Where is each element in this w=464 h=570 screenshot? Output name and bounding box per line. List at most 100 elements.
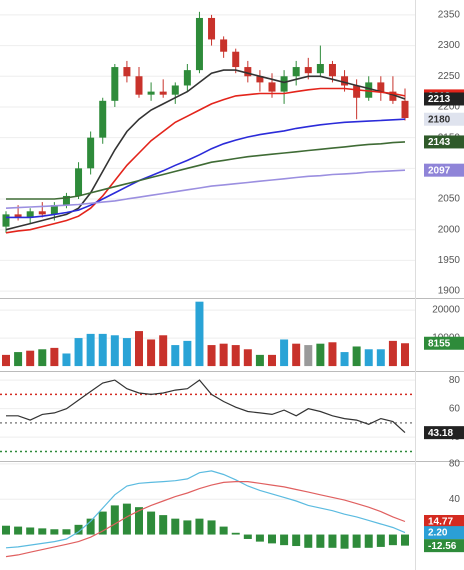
value-badge-label: 2213 — [428, 94, 451, 105]
histogram-bar — [135, 507, 143, 535]
histogram-bar — [231, 532, 240, 535]
volume-bar — [316, 343, 325, 367]
histogram-bar — [110, 505, 119, 535]
volume-bar — [352, 346, 361, 367]
volume-bar — [304, 345, 313, 367]
histogram-bar — [219, 526, 228, 535]
histogram-bar — [86, 518, 95, 535]
candle-body — [304, 67, 312, 74]
candle-body — [183, 70, 191, 86]
volume-bar — [159, 335, 168, 367]
volume-bar — [74, 338, 83, 367]
histogram-bar — [243, 534, 252, 539]
value-badge-label: 2.20 — [428, 528, 448, 539]
series-line — [6, 141, 406, 200]
candle-body — [341, 76, 349, 86]
volume-bar — [183, 340, 192, 367]
histogram-bar — [292, 534, 301, 547]
histogram-bar — [328, 534, 337, 548]
volume-bar — [110, 335, 119, 367]
histogram-bar — [2, 525, 10, 535]
candle-body — [99, 100, 107, 138]
histogram-bar — [401, 534, 409, 546]
y-tick-label: 80 — [449, 459, 461, 470]
y-tick-label: 2050 — [438, 194, 461, 205]
candle-body — [328, 63, 336, 77]
candle-body — [268, 82, 276, 92]
candle-body — [280, 76, 288, 92]
volume-bar — [195, 301, 204, 367]
series-line — [5, 169, 406, 209]
y-tick-label: 2350 — [438, 10, 461, 21]
series-line — [6, 379, 406, 434]
candle-body — [111, 67, 119, 101]
candle-body — [159, 91, 167, 95]
y-tick-label: 2250 — [438, 71, 461, 82]
value-badge-label: 14.77 — [428, 517, 453, 528]
y-tick-label: 1900 — [438, 286, 461, 297]
histogram-bar — [14, 526, 23, 535]
histogram-bar — [280, 534, 289, 546]
volume-bar — [340, 352, 349, 367]
volume-bar — [364, 349, 373, 367]
volume-bar — [292, 343, 301, 367]
candle-body — [208, 17, 216, 40]
candle-body — [26, 211, 34, 218]
y-tick-label: 2300 — [438, 40, 461, 51]
volume-bar — [280, 339, 289, 367]
histogram-bar — [304, 534, 313, 548]
volume-bar — [328, 342, 337, 367]
y-tick-label: 1950 — [438, 255, 461, 266]
value-badge-label: 8155 — [428, 338, 451, 349]
value-badge-label: 2180 — [428, 114, 451, 125]
volume-bar — [50, 347, 59, 367]
histogram-bar — [376, 534, 385, 547]
volume-bar — [86, 333, 95, 367]
histogram-bar — [364, 534, 373, 548]
histogram-bar — [147, 511, 156, 535]
volume-bar — [219, 343, 228, 367]
candle-body — [75, 168, 83, 196]
histogram-bar — [255, 534, 264, 542]
histogram-bar — [62, 529, 71, 535]
volume-bar — [388, 340, 397, 367]
value-badge-label: -12.56 — [428, 541, 457, 552]
series-line — [5, 481, 406, 558]
volume-bar — [26, 350, 35, 367]
volume-bar — [14, 352, 23, 367]
histogram-bar — [26, 527, 35, 535]
histogram-bar — [207, 520, 216, 535]
volume-bar — [122, 338, 131, 367]
candle-body — [220, 39, 228, 52]
value-badge — [424, 135, 464, 149]
histogram-bar — [74, 524, 83, 535]
series-line — [5, 87, 406, 234]
candle-body — [87, 137, 95, 169]
candle-body — [123, 67, 131, 77]
volume-bar — [401, 343, 409, 367]
y-tick-label: 2000 — [438, 224, 461, 235]
candle-body — [38, 211, 46, 215]
volume-bar — [376, 349, 385, 367]
candle-body — [244, 67, 252, 77]
volume-bar — [268, 354, 276, 367]
volume-bar — [98, 333, 107, 367]
volume-bar — [231, 345, 240, 367]
candle-body — [365, 82, 373, 98]
volume-bar — [38, 349, 47, 367]
candle-body — [292, 67, 300, 77]
y-tick-label: 2200 — [438, 102, 461, 113]
candle-body — [389, 91, 397, 101]
histogram-bar — [340, 534, 349, 549]
candle-body — [14, 214, 22, 218]
series-line — [6, 118, 406, 219]
histogram-bar — [388, 534, 397, 546]
histogram-bar — [98, 511, 107, 535]
volume-bar — [207, 345, 216, 367]
candle-body — [377, 82, 385, 92]
value-badge — [424, 526, 464, 540]
y-tick-label: 40 — [449, 494, 461, 505]
histogram-bar — [316, 534, 325, 548]
value-badge-label: 43.18 — [428, 428, 453, 439]
